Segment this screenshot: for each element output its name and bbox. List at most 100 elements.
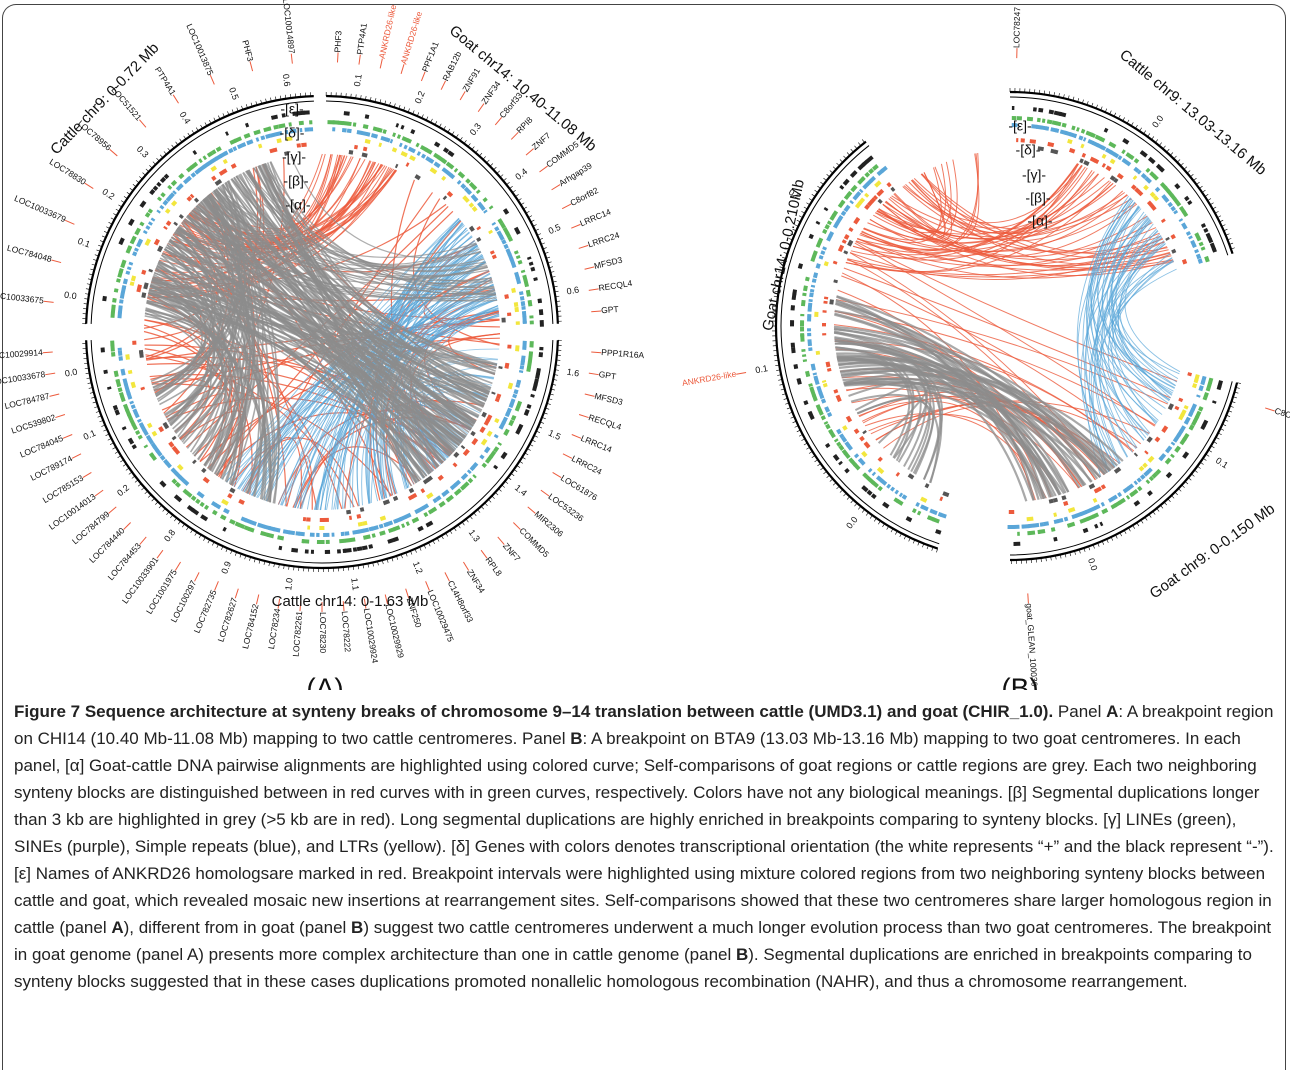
track-feature [453,167,459,173]
gene-tick [109,149,118,157]
gene-tick [379,58,383,69]
track-feature [1144,450,1149,455]
track-feature [424,147,433,155]
track-feature [295,531,300,536]
minor-tick [1180,162,1184,167]
minor-tick [790,233,795,236]
minor-tick [445,532,449,537]
track-feature [190,161,199,170]
minor-tick [147,494,152,498]
track-feature [202,476,210,484]
minor-tick [91,396,96,399]
minor-tick [280,95,282,100]
link-curve [163,248,237,466]
track-feature [526,256,532,260]
track-feature [1109,158,1116,165]
track-feature [288,122,292,127]
track-feature [173,221,179,226]
minor-tick [273,563,275,568]
track-feature [110,311,115,318]
gene-tick [540,489,550,497]
minor-tick [393,103,396,108]
track-feature [1142,462,1148,469]
track-feature [484,458,491,464]
track-feature [853,453,860,459]
minor-tick [159,154,164,158]
minor-tick [549,393,554,396]
track-feature [803,400,809,406]
track-feature [513,389,519,395]
track-feature [1130,184,1137,191]
track-feature [526,366,532,372]
minor-tick [253,558,256,563]
track-feature [488,229,493,235]
track-feature [829,299,834,305]
track-feature [538,352,544,358]
minor-tick [826,474,830,478]
track-feature [1187,200,1193,206]
link-curve [1124,236,1181,373]
minor-tick [1188,477,1192,481]
track-feature [864,203,871,210]
gene-tick [525,148,534,156]
track-feature [1200,380,1206,386]
track-feature [206,151,214,158]
caption-bold: B [735,945,749,964]
track-feature [198,492,205,499]
track-feature [147,208,154,214]
track-feature [1061,122,1067,128]
track-feature [809,386,815,392]
track-feature [1211,400,1217,404]
track-feature [1071,125,1076,131]
minor-tick [423,544,426,549]
track-feature [147,221,153,226]
track-feature [840,199,846,205]
track-feature [832,260,838,265]
track-feature [1101,163,1107,168]
gene-tick [277,598,281,609]
minor-tick [1220,428,1225,431]
track-feature [1143,184,1149,191]
link-curve [152,264,224,389]
minor-tick [843,492,847,497]
gene-label: COMMD5 [517,525,551,559]
track-feature [817,388,823,395]
track-feature [157,196,163,202]
gene-label: RECQL4 [598,278,633,293]
minor-tick [1209,202,1214,206]
minor-tick [99,240,104,243]
gene-label: LOC10033678 [0,369,46,387]
link-curve [834,342,932,471]
track-feature [441,158,448,165]
minor-tick [773,355,778,357]
track-feature [119,391,125,398]
link-curve [213,190,485,269]
minor-tick [177,520,181,525]
track-feature [857,197,866,205]
track-feature [432,498,438,504]
track-feature [920,504,925,510]
track-feature [310,549,315,554]
minor-tick [391,557,394,562]
track-feature [814,311,819,317]
minor-tick [109,442,114,445]
link-curve [175,229,261,494]
track-feature [822,228,828,235]
gene-tick [108,506,117,514]
track-feature [1216,385,1222,391]
track-feature [127,369,133,375]
track-feature [515,276,522,285]
track-feature [1170,441,1176,446]
track-feature [163,173,170,180]
minor-tick [496,170,500,174]
track-feature [1013,541,1021,546]
minor-tick [504,480,509,484]
axis-tick-label: 0.0 [1086,557,1100,572]
gene-label: ANKRD26-like [681,369,737,388]
minor-tick [1088,546,1091,551]
minor-tick [122,463,127,467]
track-feature [1176,201,1182,207]
minor-tick [87,382,92,384]
track-feature [515,428,522,435]
track-feature [1134,187,1141,194]
